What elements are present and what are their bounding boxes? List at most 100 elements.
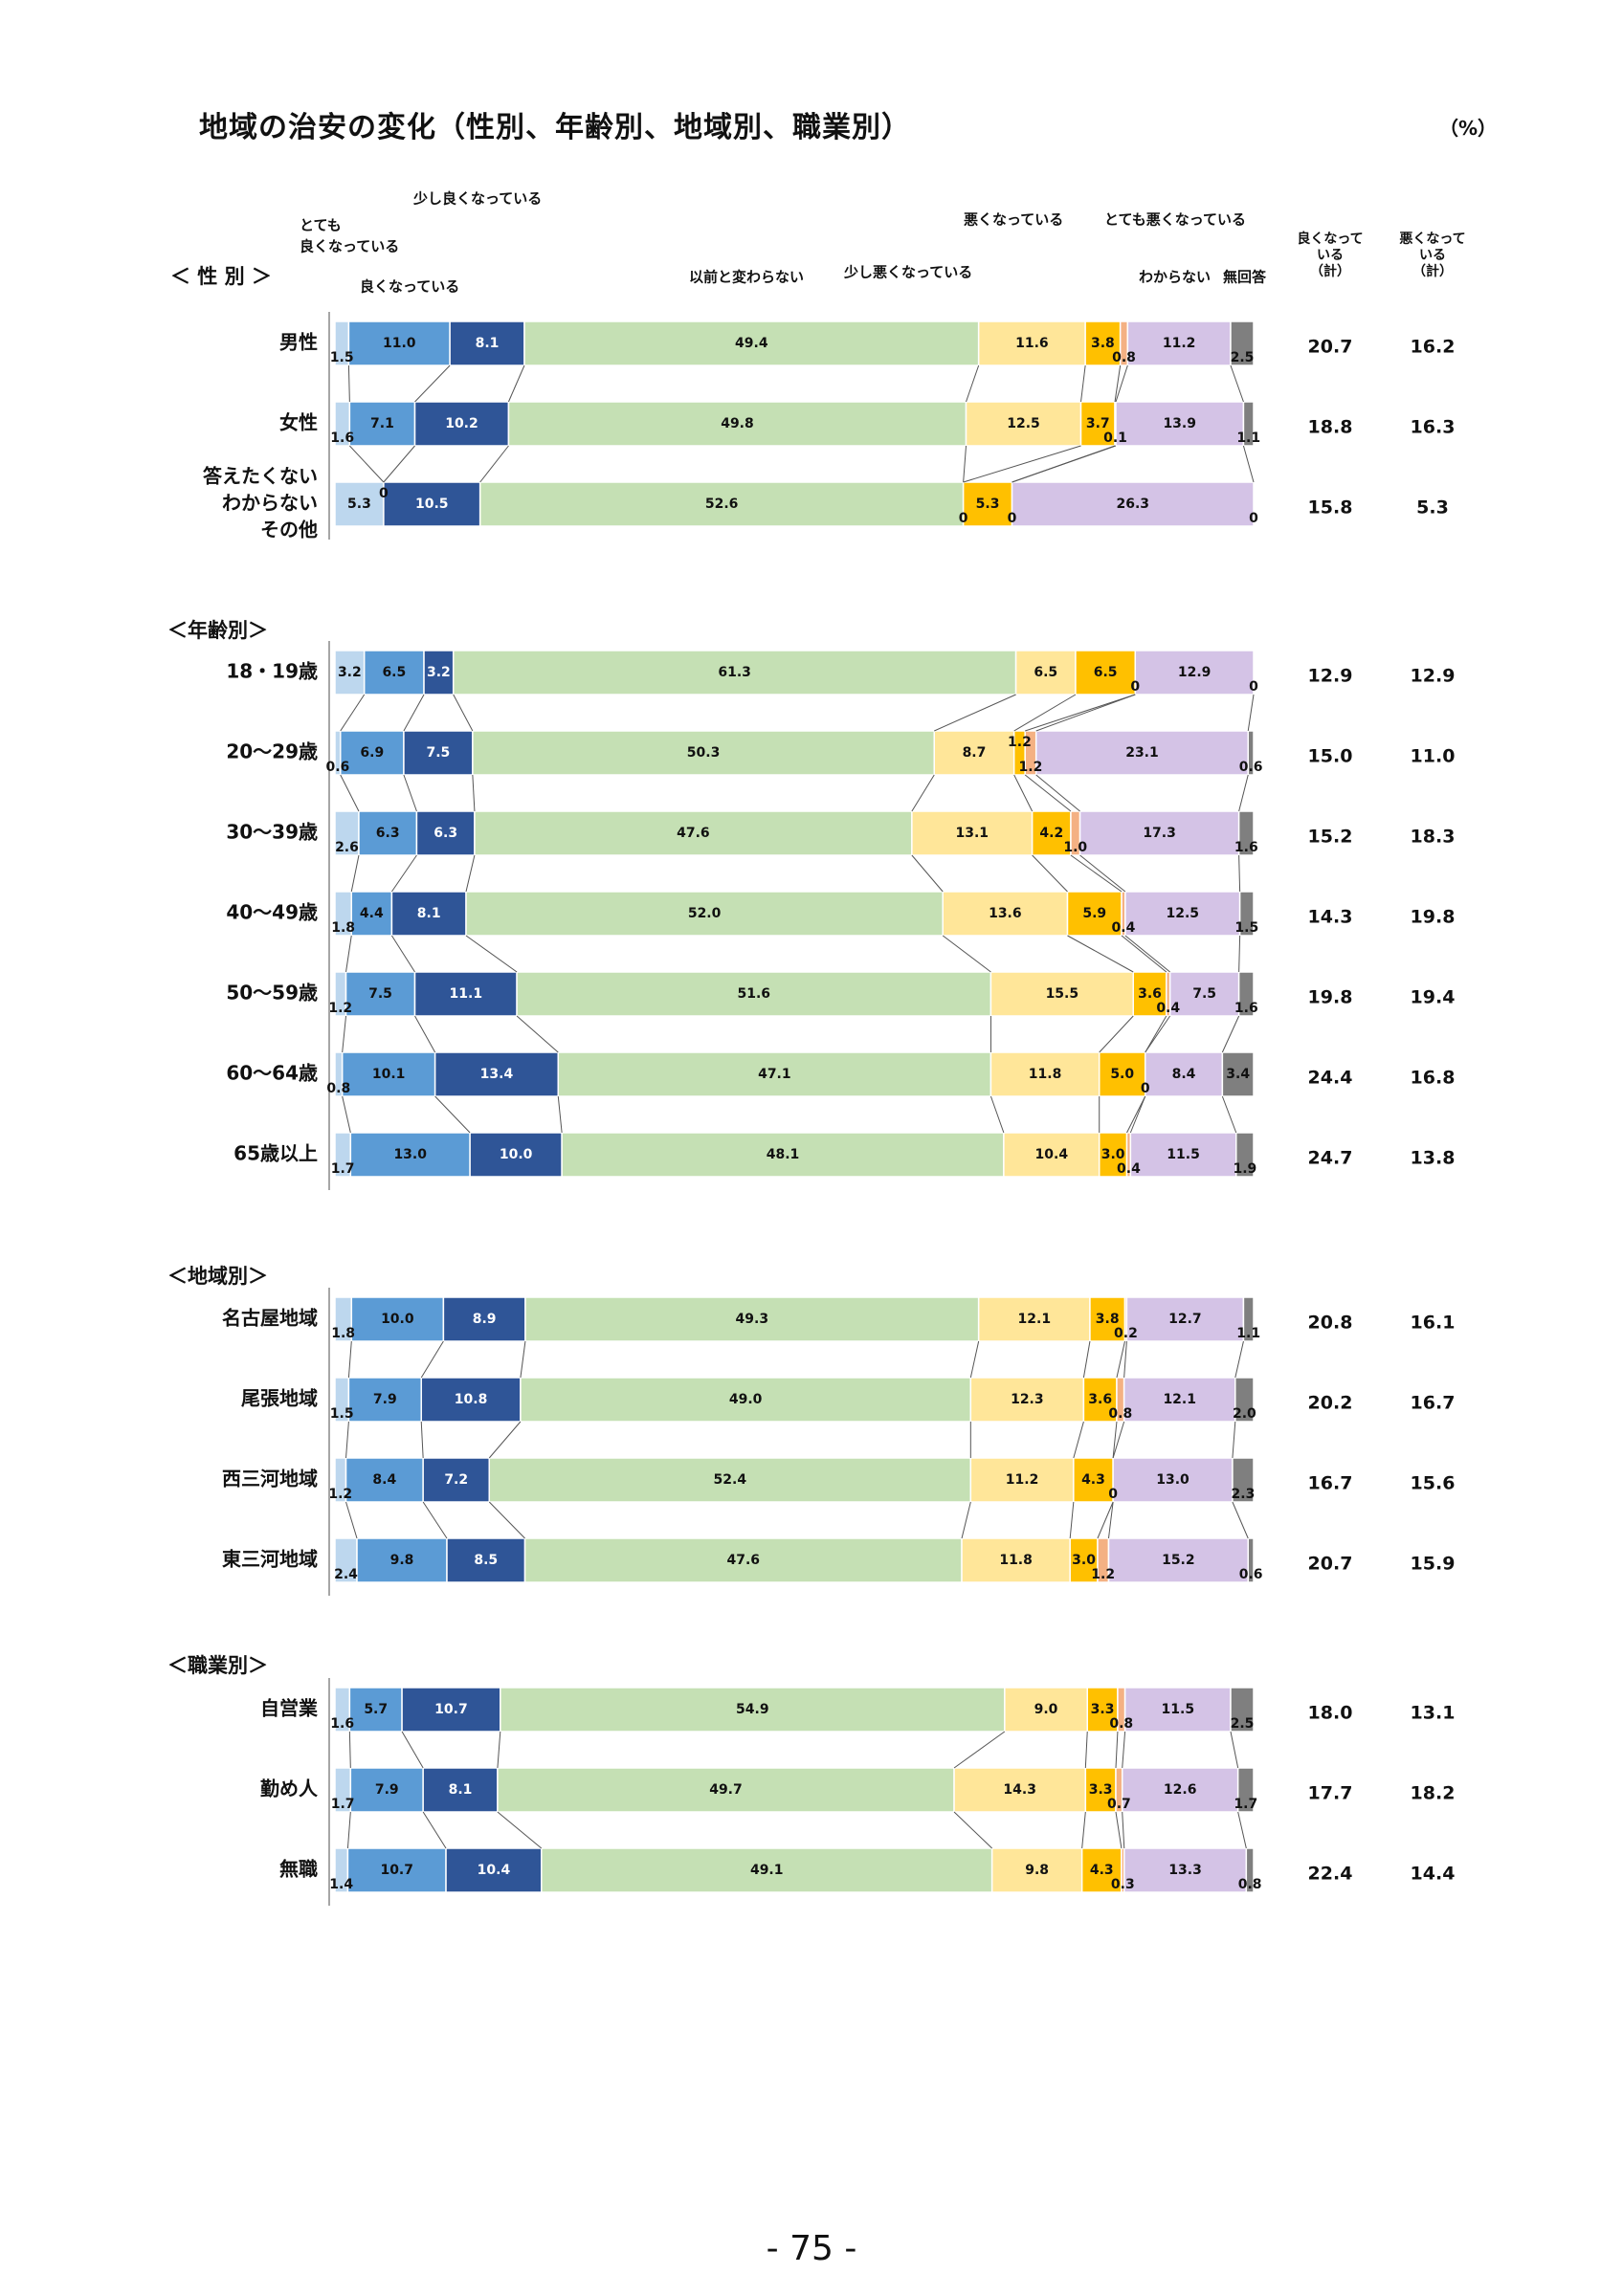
connector-line	[347, 364, 350, 403]
connector-line	[557, 1095, 563, 1134]
good-total: 20.2	[1308, 1393, 1353, 1414]
data-label: 0.8	[326, 1081, 350, 1096]
bar-segment	[965, 401, 1082, 447]
bar-row: 女性 1.6 7.1 10.2 49.8 12.5 3.70.1 13.9 1.1 18.8 16.…	[279, 364, 1455, 447]
data-label: 3.7	[1086, 416, 1110, 431]
connector-line	[1234, 1340, 1244, 1379]
connector-line	[1122, 1811, 1125, 1849]
data-label: 49.3	[736, 1312, 769, 1327]
bar-segment	[500, 1687, 1006, 1733]
connector-line	[1079, 854, 1126, 893]
connector-line	[1126, 1095, 1146, 1134]
bar-segment	[469, 1132, 563, 1178]
row-label: 西三河地域	[222, 1468, 318, 1490]
row-label: 尾張地域	[241, 1387, 318, 1410]
row-label: 20～29歳	[226, 740, 318, 763]
bar-segment	[1004, 1687, 1088, 1733]
connector-line	[1069, 1501, 1075, 1539]
connector-line	[479, 445, 509, 483]
connector-line	[1122, 1731, 1126, 1769]
connector-line	[472, 774, 476, 812]
bar-segment	[350, 1296, 445, 1342]
data-label: 54.9	[736, 1702, 769, 1717]
data-label: 10.5	[415, 497, 449, 512]
data-label: 3.8	[1096, 1312, 1120, 1327]
data-label: 1.8	[331, 920, 355, 936]
connector-line	[340, 694, 366, 732]
connector-line	[1129, 1095, 1146, 1134]
bar-segment	[942, 891, 1069, 937]
data-label: 0	[959, 511, 968, 526]
connector-line	[1099, 1015, 1134, 1053]
data-label: 7.9	[375, 1782, 399, 1798]
connector-line	[1073, 1421, 1084, 1459]
connector-line	[497, 1811, 543, 1849]
data-label: 9.8	[1025, 1863, 1049, 1878]
data-label: 7.1	[370, 416, 394, 431]
data-label: 4.3	[1081, 1472, 1105, 1488]
connector-line	[1084, 1731, 1088, 1769]
good-total: 14.3	[1308, 907, 1353, 928]
bar-segment	[413, 971, 518, 1017]
data-label: 2.6	[335, 840, 359, 855]
data-label: 3.4	[1226, 1067, 1250, 1082]
data-label: 8.4	[1172, 1067, 1196, 1082]
bar-row: 男性 1.5 11.0 8.1 49.4 11.6 3.80.8 11.2 2.5 20.7 16.…	[279, 320, 1455, 366]
good-total-header: いる	[1317, 248, 1344, 263]
row-label: 答えたくない	[203, 465, 318, 488]
data-label: 12.1	[1163, 1392, 1196, 1407]
bar-segment	[478, 481, 965, 527]
row-label: 60～64歳	[226, 1062, 318, 1085]
data-label: 6.3	[376, 826, 400, 841]
bar-row: 尾張地域 1.5 7.9 10.8 49.0 12.3 3.60.8 12.1 2.0 20.2 1…	[241, 1340, 1455, 1423]
data-label: 10.0	[500, 1147, 533, 1162]
bar-segment	[520, 1377, 972, 1423]
good-total: 15.2	[1308, 827, 1353, 848]
bar-row: 50～59歳 1.2 7.5 11.1 51.6 15.5 3.60.4 7.5 1.6 19.8…	[226, 935, 1455, 1017]
data-label: 11.2	[1006, 1472, 1039, 1488]
good-total: 18.8	[1308, 417, 1353, 438]
data-label: 5.0	[1110, 1067, 1134, 1082]
data-label: 12.6	[1164, 1782, 1197, 1798]
connector-line	[488, 1421, 522, 1459]
connector-line	[1114, 364, 1122, 403]
bar-segment	[989, 971, 1134, 1017]
bad-total: 16.8	[1411, 1068, 1456, 1089]
data-label: 1.6	[1234, 1001, 1258, 1016]
bar-row: 65歳以上 1.7 13.0 10.0 48.1 10.4 3.00.4 11.5 1.9 24.…	[233, 1095, 1456, 1178]
connector-line	[345, 935, 352, 973]
data-label: 0.6	[1239, 760, 1263, 775]
data-label: 47.6	[726, 1553, 760, 1568]
data-label: 49.1	[750, 1863, 784, 1878]
bar-segment	[1121, 1767, 1239, 1813]
data-label: 0	[379, 486, 389, 501]
connector-line	[1238, 854, 1241, 893]
data-label: 50.3	[687, 745, 721, 761]
good-total: 19.8	[1308, 987, 1353, 1008]
bar-segment	[442, 1296, 526, 1342]
bad-total: 13.1	[1411, 1703, 1456, 1724]
bad-total: 13.8	[1411, 1148, 1456, 1169]
bar-segment	[1066, 891, 1123, 937]
connector-line	[1081, 1811, 1086, 1849]
data-label: 4.2	[1039, 826, 1063, 841]
row-label: 勤め人	[260, 1777, 319, 1800]
data-label: 11.8	[1029, 1067, 1062, 1082]
data-label: 1.5	[330, 1406, 354, 1422]
bar-segment	[1144, 1051, 1224, 1097]
connector-line	[966, 364, 980, 403]
data-label: 1.5	[1234, 920, 1258, 936]
connector-line	[1115, 1731, 1119, 1769]
data-label: 52.4	[714, 1472, 747, 1488]
bar-segment	[1123, 1847, 1248, 1893]
connector-line	[1238, 935, 1241, 973]
data-label: 1.2	[1091, 1567, 1115, 1582]
connector-line	[390, 854, 417, 893]
connector-line	[989, 1095, 1005, 1134]
data-label: 1.6	[1234, 840, 1258, 855]
connector-line	[414, 1015, 436, 1053]
data-label: 51.6	[737, 986, 770, 1002]
connector-line	[1082, 1340, 1091, 1379]
data-label: 8.1	[417, 906, 441, 921]
data-label: 1.1	[1236, 1326, 1260, 1341]
